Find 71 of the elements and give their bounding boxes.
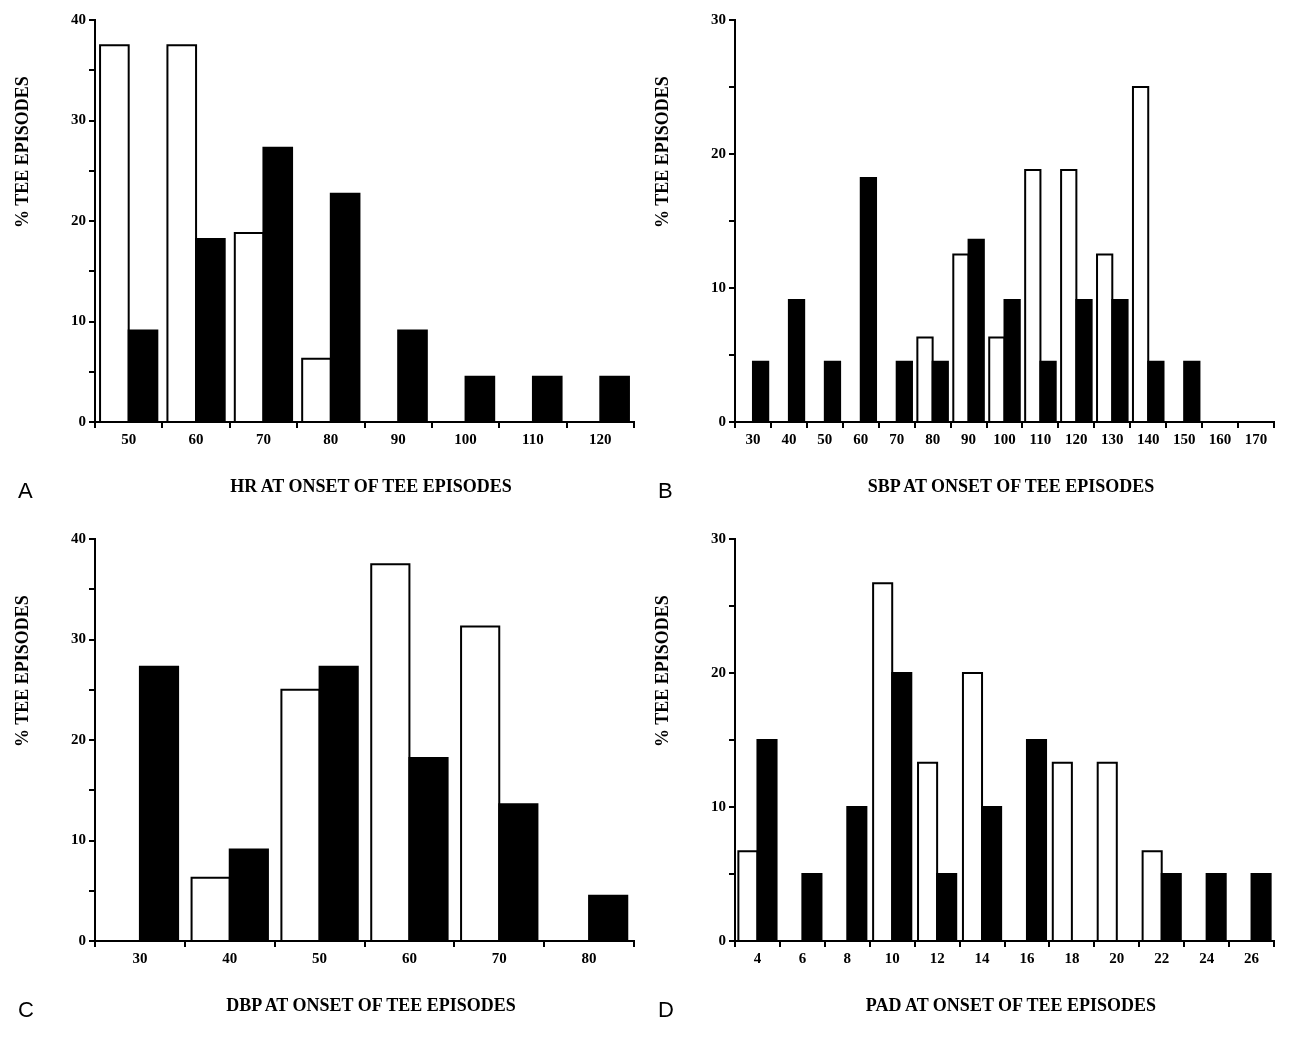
y-tick-label: 30 [711,10,726,27]
x-tick-label: 70 [889,430,905,447]
x-tick-label: 50 [312,949,328,966]
y-axis-title: % TEE EPISODES [651,76,673,228]
x-tick-label: 16 [1019,949,1035,966]
y-tick-label: 10 [711,278,726,295]
y-tick-label: 10 [711,797,726,814]
x-tick-label: 14 [974,949,991,966]
text: A [18,478,33,504]
x-tick-label: 160 [1208,430,1232,447]
y-tick-label: 30 [71,630,86,647]
x-axis-title: HR AT ONSET OF TEE EPISODES [229,476,513,497]
y-axis-title: % TEE EPISODES [11,76,33,228]
x-axis-title: DBP AT ONSET OF TEE EPISODES [225,995,517,1016]
x-tick-label: 50 [121,430,137,447]
x-tick-label: 30 [132,949,148,966]
x-tick-label: 6 [798,949,807,966]
x-tick-label: 10 [884,949,900,966]
y-tick-label: 10 [71,831,86,848]
y-tick-label: 10 [71,312,86,329]
x-axis-title: SBP AT ONSET OF TEE EPISODES [866,476,1156,497]
y-axis-title: % TEE EPISODES [11,595,33,747]
y-tick-label: 30 [71,111,86,128]
y-tick-label: 40 [71,10,86,27]
x-tick-label: 50 [817,430,833,447]
text: C [18,997,34,1023]
text: D [658,997,674,1023]
x-tick-label: 18 [1064,949,1080,966]
x-tick-label: 100 [993,430,1016,447]
x-tick-label: 100 [454,430,477,447]
y-tick-label: 20 [71,211,86,228]
x-tick-label: 90 [961,430,977,447]
x-tick-label: 70 [255,430,271,447]
y-tick-label: 0 [718,931,726,948]
x-tick-label: 70 [491,949,507,966]
x-tick-label: 60 [401,949,417,966]
y-tick-label: 40 [71,529,86,546]
x-tick-label: 170 [1244,430,1268,447]
x-tick-label: 40 [222,949,238,966]
x-tick-label: 110 [522,430,544,447]
y-tick-label: 20 [71,730,86,747]
y-tick-label: 0 [78,412,86,429]
x-tick-label: 80 [323,430,339,447]
text: B [658,478,673,504]
x-axis-title: PAD AT ONSET OF TEE EPISODES [864,995,1158,1016]
x-tick-label: 120 [589,430,612,447]
y-tick-label: 0 [78,931,86,948]
y-tick-label: 0 [718,412,726,429]
y-tick-label: 30 [711,529,726,546]
x-tick-label: 150 [1172,430,1196,447]
y-tick-label: 20 [711,144,726,161]
x-tick-label: 60 [188,430,204,447]
x-tick-label: 22 [1154,949,1170,966]
x-tick-label: 110 [1029,430,1052,447]
x-tick-label: 90 [390,430,406,447]
x-tick-label: 24 [1199,949,1215,966]
x-tick-label: 8 [843,949,852,966]
x-tick-label: 80 [581,949,597,966]
x-tick-label: 80 [925,430,941,447]
x-tick-label: 40 [781,430,797,447]
x-tick-label: 130 [1101,430,1124,447]
x-tick-label: 60 [853,430,869,447]
x-tick-label: 120 [1065,430,1088,447]
x-tick-label: 140 [1136,430,1160,447]
y-tick-label: 20 [711,663,726,680]
x-tick-label: 12 [929,949,945,966]
y-axis-title: % TEE EPISODES [651,595,673,747]
x-tick-label: 20 [1109,949,1125,966]
x-tick-label: 4 [753,949,762,966]
x-tick-label: 26 [1244,949,1260,966]
x-tick-label: 30 [745,430,761,447]
